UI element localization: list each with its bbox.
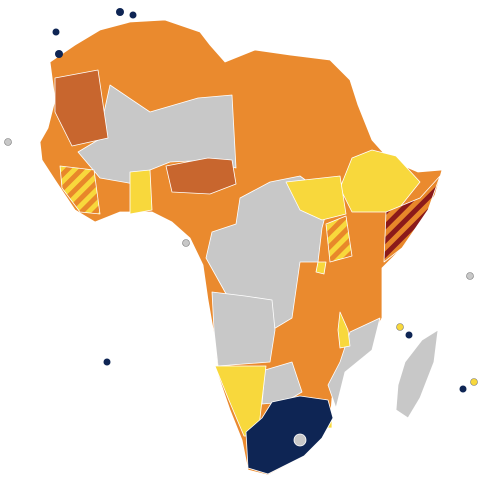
dot bbox=[405, 331, 413, 339]
lesotho bbox=[293, 433, 307, 447]
dot bbox=[103, 358, 111, 366]
dot bbox=[466, 272, 474, 280]
dot bbox=[4, 138, 12, 146]
west-coast-striped bbox=[59, 165, 101, 215]
dot bbox=[52, 28, 60, 36]
angola-region bbox=[211, 291, 276, 367]
dot bbox=[470, 378, 478, 386]
malawi bbox=[337, 311, 351, 349]
dot bbox=[459, 385, 467, 393]
somalia bbox=[383, 175, 441, 263]
uganda-lake bbox=[315, 261, 327, 275]
dot bbox=[55, 50, 63, 58]
dot bbox=[396, 323, 404, 331]
mozambique-region bbox=[327, 317, 381, 409]
nigeria bbox=[165, 157, 237, 195]
dot bbox=[182, 239, 190, 247]
mauritania bbox=[54, 69, 109, 147]
ghana bbox=[129, 169, 153, 215]
madagascar bbox=[395, 329, 439, 419]
uganda-striped bbox=[325, 215, 353, 263]
south-sudan bbox=[285, 175, 347, 221]
dot bbox=[116, 8, 124, 16]
south-africa bbox=[245, 395, 334, 475]
island-dots bbox=[4, 8, 478, 393]
dot bbox=[129, 11, 137, 19]
